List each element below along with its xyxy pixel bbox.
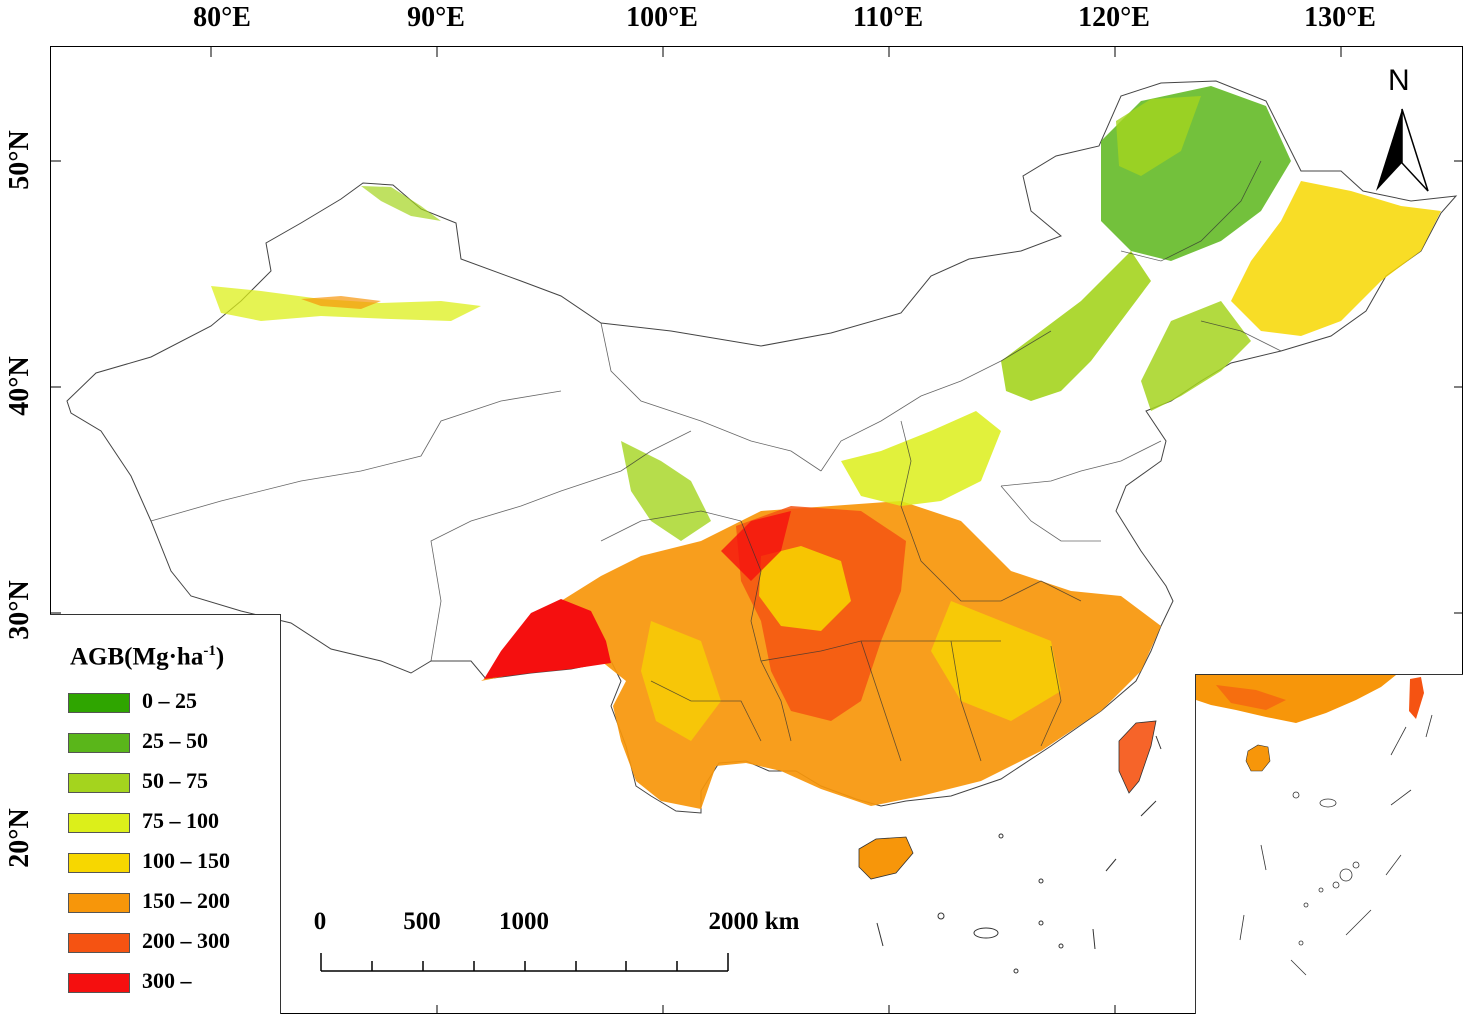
legend-swatch: [68, 933, 130, 953]
latitude-label-50n: 50°N: [4, 130, 35, 190]
agb-raster: [211, 86, 1441, 879]
map-frame: [50, 46, 1463, 1014]
north-arrow-label: N: [1388, 64, 1410, 97]
legend-title: AGB(Mg·ha-1): [70, 643, 225, 671]
legend-label: 150 – 200: [142, 888, 230, 913]
map-canvas: [51, 47, 1462, 1013]
longitude-label-110e: 110°E: [852, 2, 924, 33]
inset-map: [1196, 675, 1433, 976]
longitude-label-90e: 90°E: [407, 2, 465, 33]
province-boundaries: [150, 160, 1282, 762]
legend-label: 50 – 75: [142, 768, 208, 793]
latitude-label-40n: 40°N: [4, 356, 35, 416]
scale-label-500: 500: [403, 908, 441, 935]
scale-label-1000: 1000: [499, 908, 549, 935]
legend-label: 0 – 25: [142, 688, 197, 713]
scale-bar-graphic: [320, 953, 729, 972]
legend: AGB(Mg·ha-1) 0 – 25 25 – 50 50 – 75 75 –…: [50, 614, 281, 1014]
taiwan-outline: [1118, 720, 1157, 794]
latitude-label-30n: 30°N: [4, 580, 35, 640]
longitude-label-100e: 100°E: [626, 2, 698, 33]
legend-label: 75 – 100: [142, 808, 219, 833]
south-china-sea-inset: [1195, 674, 1463, 1014]
longitude-label-120e: 120°E: [1078, 2, 1150, 33]
hainan-outline: [858, 836, 914, 880]
legend-label: 300 –: [142, 968, 192, 993]
scale-label-2000km: 2000 km: [708, 908, 800, 935]
legend-swatch: [68, 813, 130, 833]
scale-label-0: 0: [313, 908, 327, 935]
legend-swatch: [68, 773, 130, 793]
legend-swatch: [68, 693, 130, 713]
legend-swatch: [68, 853, 130, 873]
legend-swatch: [68, 733, 130, 753]
south-sea-marks: [876, 735, 1162, 974]
legend-label: 25 – 50: [142, 728, 208, 753]
latitude-label-20n: 20°N: [4, 808, 35, 868]
north-arrow-icon: [1376, 108, 1429, 192]
legend-label: 200 – 300: [142, 928, 230, 953]
longitude-label-80e: 80°E: [193, 2, 251, 33]
longitude-label-130e: 130°E: [1304, 2, 1376, 33]
legend-swatch: [68, 893, 130, 913]
legend-swatch: [68, 973, 130, 993]
legend-label: 100 – 150: [142, 848, 230, 873]
